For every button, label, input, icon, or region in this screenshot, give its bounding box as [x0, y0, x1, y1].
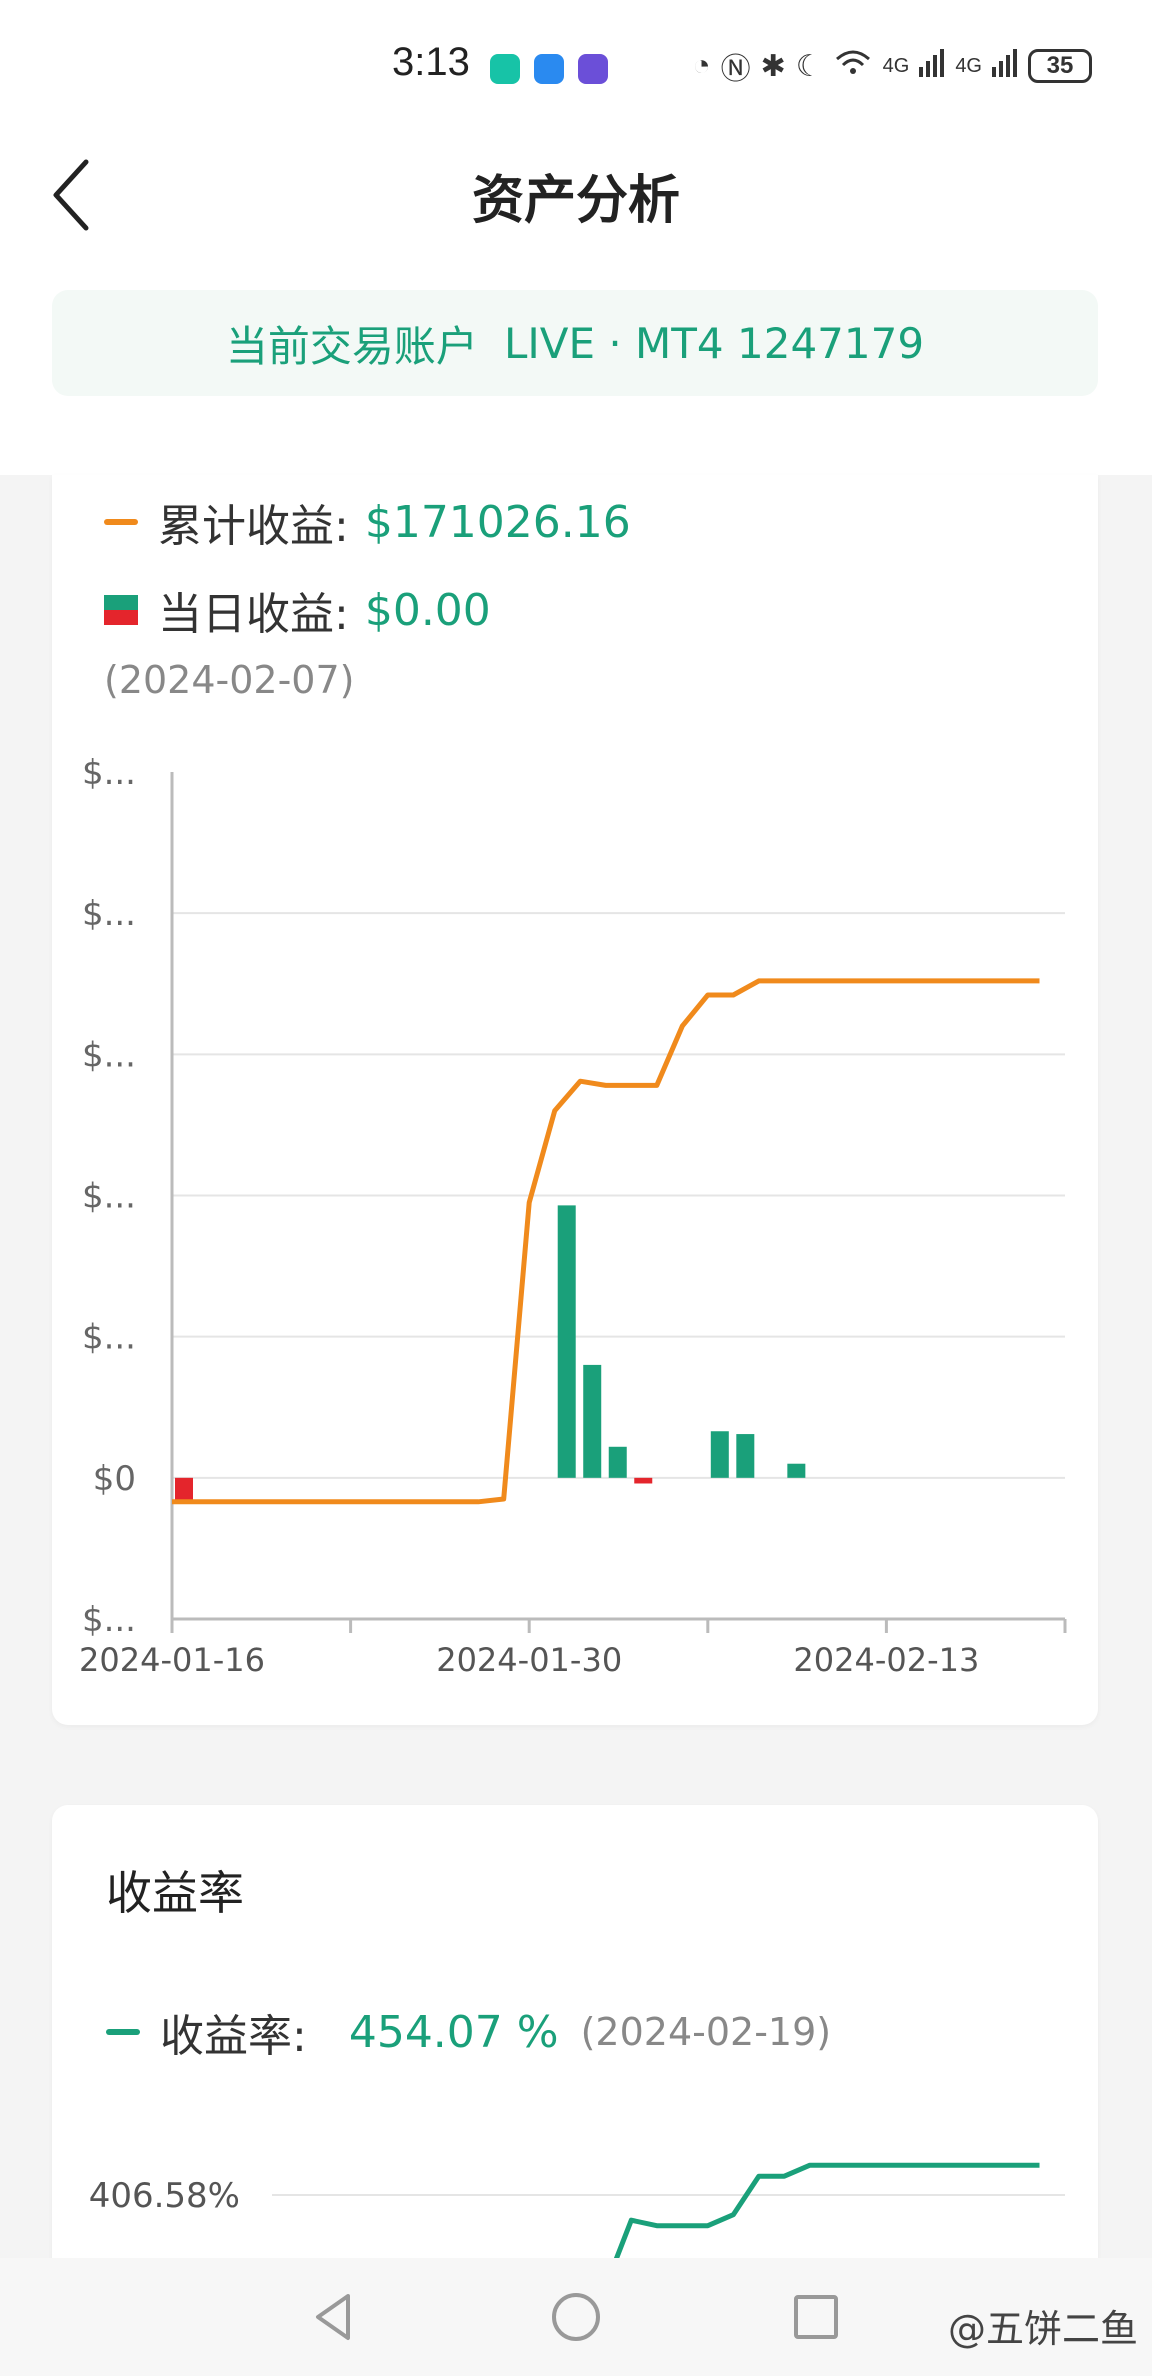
signal-icon-2: 4G — [955, 54, 982, 77]
y-tick-label: $... — [82, 1318, 136, 1358]
square-recents-icon — [794, 2295, 838, 2339]
signal-bars-icon-1 — [919, 47, 945, 85]
rate-label: 收益率: — [160, 2011, 307, 2062]
y-tick-label: $... — [82, 894, 136, 934]
account-selector[interactable]: 当前交易账户 LIVE · MT4 1247179 — [52, 290, 1098, 396]
daily-profit-bar — [710, 1431, 729, 1478]
daily-profit-bar — [634, 1477, 653, 1484]
signal-icon-1: 4G — [882, 54, 910, 77]
x-tick-label: 2024-02-13 — [793, 1641, 979, 1679]
nav-home-button[interactable] — [541, 2282, 611, 2352]
status-icons: ◔ Ⓝ ✱ ☾ 4G 4G 35 — [692, 44, 1092, 88]
page-title: 资产分析 — [471, 171, 680, 231]
y-tick-label: $... — [82, 1600, 136, 1640]
daily-profit-bar — [736, 1434, 755, 1478]
nav-recents-button[interactable] — [781, 2282, 851, 2352]
daily-profit-bar — [787, 1463, 806, 1478]
y-tick-label: $... — [82, 1177, 136, 1217]
rate-legend: 收益率: 454.07 % (2024-02-19) — [106, 2000, 831, 2064]
account-value: LIVE · MT4 1247179 — [503, 318, 925, 368]
status-time: 3:13 — [392, 40, 470, 84]
card-title: 收益率 — [106, 1866, 244, 1920]
x-tick-label: 2024-01-30 — [436, 1641, 622, 1679]
triangle-back-icon — [316, 2294, 350, 2340]
cumulative-value: $171026.16 — [364, 496, 631, 548]
return-rate-chart[interactable]: 406.58% — [52, 1805, 1098, 2376]
daily-profit-bar — [557, 1205, 576, 1478]
cumulative-label: 累计收益: — [158, 501, 349, 552]
wifi-icon — [833, 47, 873, 85]
daily-label: 当日收益: — [158, 589, 349, 640]
y-tick-label: 406.58% — [89, 2176, 240, 2216]
legend-line-icon — [104, 519, 138, 525]
legend-line-icon — [106, 2029, 140, 2035]
legend-cumulative: 累计收益: $171026.16 — [104, 490, 631, 554]
signal-bars-icon-2 — [992, 47, 1018, 85]
rate-date: (2024-02-19) — [580, 2010, 832, 2054]
battery-icon: 35 — [1028, 49, 1092, 83]
y-tick-label: $... — [82, 1035, 136, 1075]
moon-icon: ☾ — [795, 49, 823, 83]
app-shield-icon — [490, 54, 520, 84]
daily-profit-bar — [583, 1364, 602, 1478]
return-rate-line — [603, 2162, 1040, 2288]
nav-back-button[interactable] — [300, 2282, 370, 2352]
x-tick-label: 2024-01-16 — [79, 1641, 265, 1679]
y-tick-label: $... — [82, 753, 136, 793]
selected-date: (2024-02-07) — [104, 658, 355, 702]
y-tick-label: $0 — [93, 1459, 136, 1499]
watermark: @五饼二鱼 — [947, 2307, 1138, 2351]
chevron-left-icon — [53, 159, 89, 231]
legend-bar-icon — [104, 595, 138, 625]
speed-icon: ◔ — [692, 49, 711, 82]
profit-chart[interactable]: $...$...$...$...$...$0$...2024-01-16 2024… — [52, 475, 1098, 1725]
cumulative-profit-line — [172, 978, 1040, 1505]
back-button[interactable] — [40, 150, 110, 240]
rate-value: 454.07 % — [348, 2006, 559, 2058]
header: 资产分析 — [0, 130, 1152, 260]
app-sticker-icon — [578, 54, 608, 84]
bluetooth-icon: ✱ — [760, 49, 786, 83]
daily-profit-bar — [175, 1477, 193, 1502]
nfc-icon: Ⓝ — [720, 53, 751, 86]
legend-daily: 当日收益: $0.00 — [104, 578, 491, 642]
daily-value: $0.00 — [364, 584, 491, 636]
circle-home-icon — [552, 2293, 600, 2341]
daily-profit-bar — [608, 1446, 627, 1478]
system-nav-bar: @五饼二鱼 — [0, 2258, 1152, 2376]
status-bar: 3:13 ◔ Ⓝ ✱ ☾ 4G 4G 35 — [0, 0, 1152, 130]
account-label: 当前交易账户 — [225, 321, 478, 371]
app-message-icon — [534, 54, 564, 84]
profit-chart-card: 累计收益: $171026.16 当日收益: $0.00 (2024-02-07… — [52, 475, 1098, 1725]
